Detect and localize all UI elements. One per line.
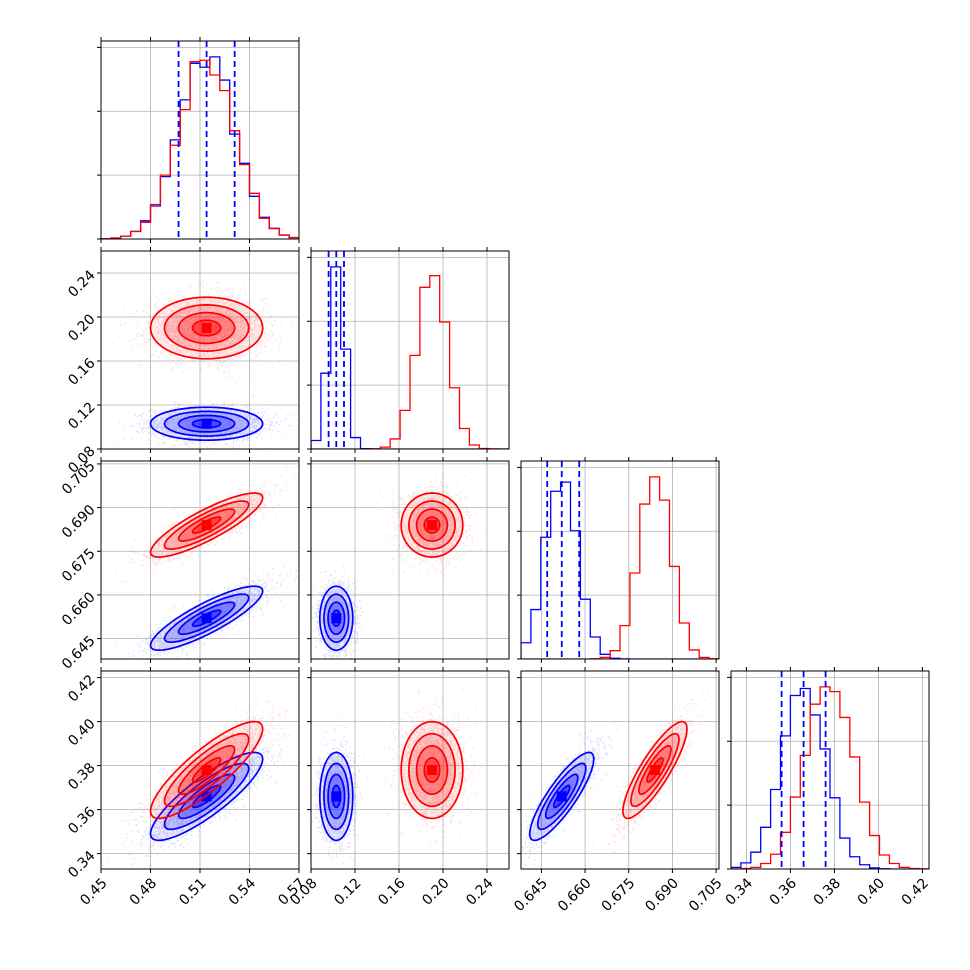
scatter-points-blue [107,727,289,866]
scatter-panel-2-1 [311,461,509,659]
x-tick-label: 0.38 [811,875,844,908]
x-tick-label: 0.36 [767,875,800,908]
density-peak [331,613,342,624]
x-tick-label: 0.705 [686,875,726,915]
x-tick-label: 0.675 [599,875,639,915]
density-peak [427,520,437,531]
scatter-panel-3-2 [521,671,719,869]
histogram-panel-3 [731,671,929,869]
scatter-cloud [116,565,298,659]
y-tick-label: 0.645 [59,633,99,673]
panel-frame [520,670,720,870]
y-tick-label: 0.12 [65,399,98,432]
panel-frame [520,460,720,660]
scatter-cloud [521,721,618,866]
x-tick-label: 0.660 [555,875,595,915]
density-peak [649,765,660,775]
x-tick-label: 0.51 [176,875,209,908]
density-peak [201,323,212,333]
histogram-panel-0 [101,41,299,239]
scatter-points-red [372,688,483,847]
density-peak [201,765,212,775]
y-tick-label: 0.16 [65,355,98,388]
y-tick-label: 0.34 [65,848,98,881]
y-tick-label: 0.40 [65,716,98,749]
x-tick-label: 0.20 [419,875,452,908]
x-tick-label: 0.12 [331,875,364,908]
x-tick-label: 0.48 [127,875,160,908]
scatter-points-blue [116,565,298,659]
density-peak [201,613,212,624]
density-peak [201,520,212,531]
y-tick-label: 0.38 [65,760,98,793]
scatter-panel-3-0 [101,671,299,869]
y-tick-label: 0.24 [65,267,98,300]
scatter-cloud [372,688,483,847]
x-tick-label: 0.45 [77,875,110,908]
panel-frame [730,670,930,870]
histogram-red [101,59,299,239]
x-tick-label: 0.690 [642,875,682,915]
histogram-blue [731,687,929,869]
y-tick-label: 0.20 [65,311,98,344]
x-tick-label: 0.645 [511,875,551,915]
x-tick-label: 0.34 [723,875,756,908]
x-tick-label: 0.16 [375,875,408,908]
histogram-red [731,686,929,869]
y-tick-label: 0.690 [59,502,99,542]
histogram-panel-1 [311,251,509,449]
y-tick-label: 0.42 [65,672,98,705]
panel-frame [310,250,510,450]
scatter-points-blue [521,721,618,866]
scatter-cloud [311,566,363,659]
density-peak [331,791,342,802]
scatter-cloud [107,727,289,866]
y-tick-label: 0.36 [65,804,98,837]
density-peak [427,765,437,775]
scatter-points-blue [311,566,363,659]
histogram-panel-2 [521,461,719,659]
x-tick-label: 0.40 [855,875,888,908]
scatter-panel-2-0 [101,461,299,659]
scatter-panel-1-0 [101,251,299,449]
x-tick-label: 0.24 [463,875,496,908]
x-tick-label: 0.42 [899,875,932,908]
density-peak [556,791,567,802]
y-tick-label: 0.675 [59,546,99,586]
histogram-blue [521,481,719,659]
panel-frame [310,670,510,870]
density-peak [201,418,212,429]
x-tick-label: 0.54 [226,875,259,908]
y-tick-label: 0.660 [59,589,99,629]
panel-frame [310,460,510,660]
scatter-panel-3-1 [311,671,509,869]
